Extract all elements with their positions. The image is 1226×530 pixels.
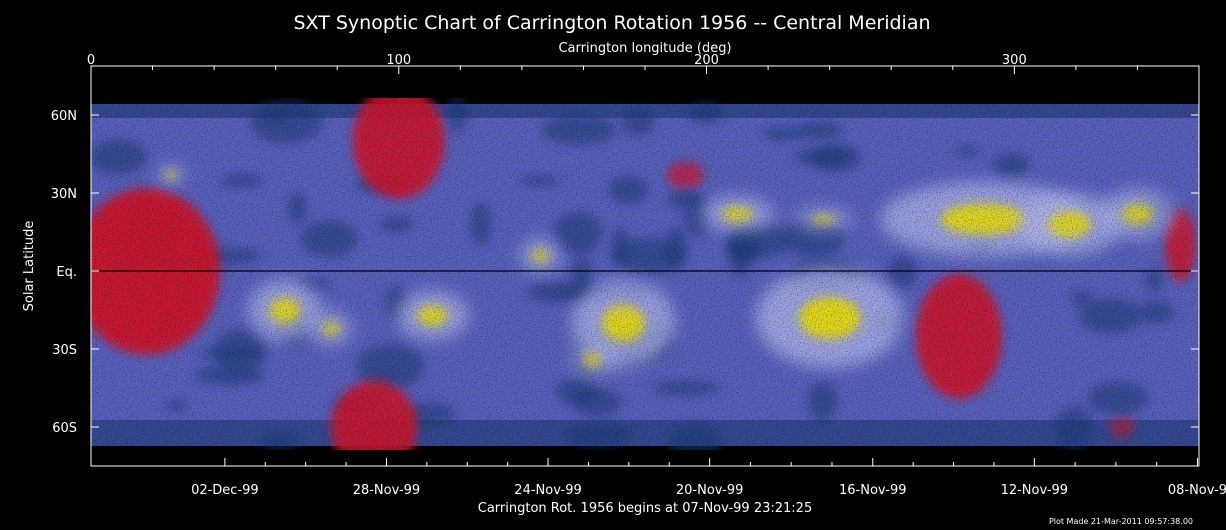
synoptic-map: [91, 98, 1199, 450]
top-tick-label: 300: [1002, 53, 1027, 68]
y-tick-label: Eq.: [56, 265, 77, 280]
bottom-tick-label: 16-Nov-99: [839, 483, 907, 498]
top-tick-label: 100: [386, 53, 411, 68]
top-tick-label: 200: [694, 53, 719, 68]
bottom-tick-label: 08-Nov-9: [1168, 483, 1226, 498]
top-axis-label: Carrington longitude (deg): [558, 41, 731, 56]
rotation-caption: Carrington Rot. 1956 begins at 07-Nov-99…: [478, 501, 812, 516]
bottom-tick-label: 24-Nov-99: [514, 483, 582, 498]
grain-overlay: [91, 98, 1199, 450]
plot-made-note: Plot Made 21-Mar-2011 09:57:38.00: [1049, 517, 1193, 526]
y-tick-label: 30S: [52, 343, 77, 358]
top-axis-ticks: 0 100 200 300: [87, 53, 1138, 74]
chart-title: SXT Synoptic Chart of Carrington Rotatio…: [293, 12, 930, 34]
y-tick-label: 60N: [51, 109, 77, 124]
bottom-tick-label: 12-Nov-99: [1001, 483, 1069, 498]
bottom-tick-label: 20-Nov-99: [676, 483, 744, 498]
y-tick-label: 60S: [52, 421, 77, 436]
bottom-tick-label: 28-Nov-99: [353, 483, 421, 498]
y-tick-label: 30N: [51, 187, 77, 202]
y-axis-ticks: 60N 30N Eq. 30S 60S: [51, 109, 1199, 436]
bottom-axis-ticks: 02-Dec-99 28-Nov-99 24-Nov-99 20-Nov-99 16-N…: [191, 458, 1226, 498]
bottom-tick-label: 02-Dec-99: [191, 483, 259, 498]
y-axis-label: Solar Latitude: [22, 221, 37, 312]
top-tick-label: 0: [87, 53, 95, 68]
